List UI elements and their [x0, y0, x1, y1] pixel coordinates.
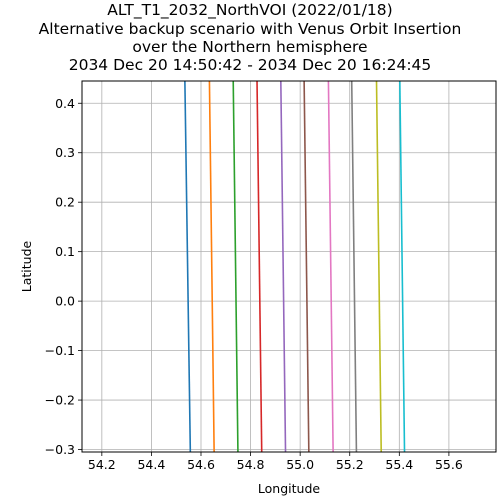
x-tick-label: 55.6: [435, 457, 463, 472]
y-tick-label: 0.1: [55, 244, 75, 259]
series-line-6: [303, 80, 310, 453]
y-axis-label: Latitude: [19, 240, 34, 292]
series-line-7: [327, 80, 334, 453]
y-tick-label: 0.0: [55, 294, 75, 309]
chart-title-line-4: 2034 Dec 20 14:50:42 - 2034 Dec 20 16:24…: [68, 56, 432, 74]
ticks: 54.2 54.4 54.6 54.8 55.0 55.2 55.4 55.6 0.4 0.3 0.…: [45, 96, 463, 472]
chart-title-line-3: over the Northern hemisphere: [132, 38, 368, 56]
x-tick-label: 54.2: [88, 457, 116, 472]
y-tick-label: 0.4: [55, 96, 75, 111]
chart-title-line-2: Alternative backup scenario with Venus O…: [38, 20, 462, 38]
grid: [82, 81, 496, 452]
y-tick-label: 0.2: [55, 195, 75, 210]
series-line-5: [280, 80, 287, 453]
series-line-1: [184, 80, 192, 453]
x-tick-label: 55.2: [336, 457, 364, 472]
series-line-9: [375, 80, 383, 453]
series-line-4: [256, 80, 263, 453]
series-line-8: [350, 80, 358, 453]
series-layer: [184, 80, 406, 453]
x-tick-label: 54.8: [237, 457, 265, 472]
x-tick-label: 54.4: [137, 457, 165, 472]
series-line-3: [232, 80, 239, 453]
chart-title-line-1: ALT_T1_2032_NorthVOI (2022/01/18): [107, 1, 393, 19]
series-line-2: [208, 80, 215, 453]
y-tick-label: −0.1: [45, 343, 75, 358]
x-tick-label: 55.4: [385, 457, 413, 472]
x-tick-label: 55.0: [286, 457, 314, 472]
y-tick-label: −0.2: [45, 393, 75, 408]
x-axis-label: Longitude: [258, 481, 320, 496]
y-tick-label: 0.3: [55, 145, 75, 160]
x-tick-label: 54.6: [187, 457, 215, 472]
axes-frame: [81, 80, 497, 453]
series-line-10: [399, 80, 406, 453]
y-tick-label: −0.3: [45, 442, 75, 457]
